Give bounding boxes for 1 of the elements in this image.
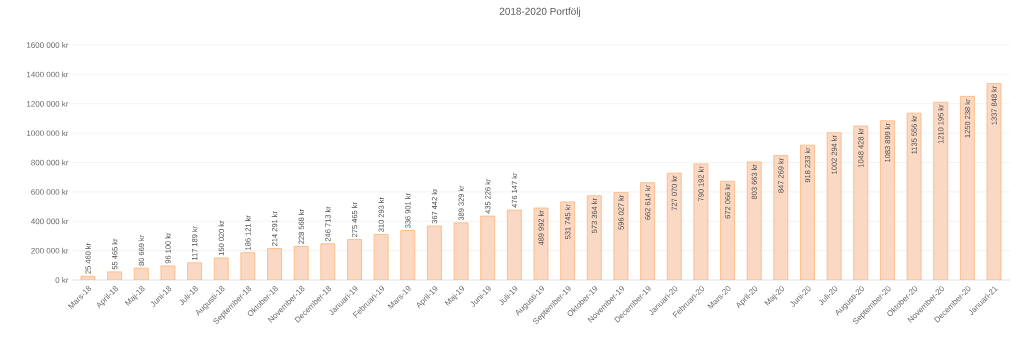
- chart-title: 2018-2020 Portfölj: [499, 7, 581, 17]
